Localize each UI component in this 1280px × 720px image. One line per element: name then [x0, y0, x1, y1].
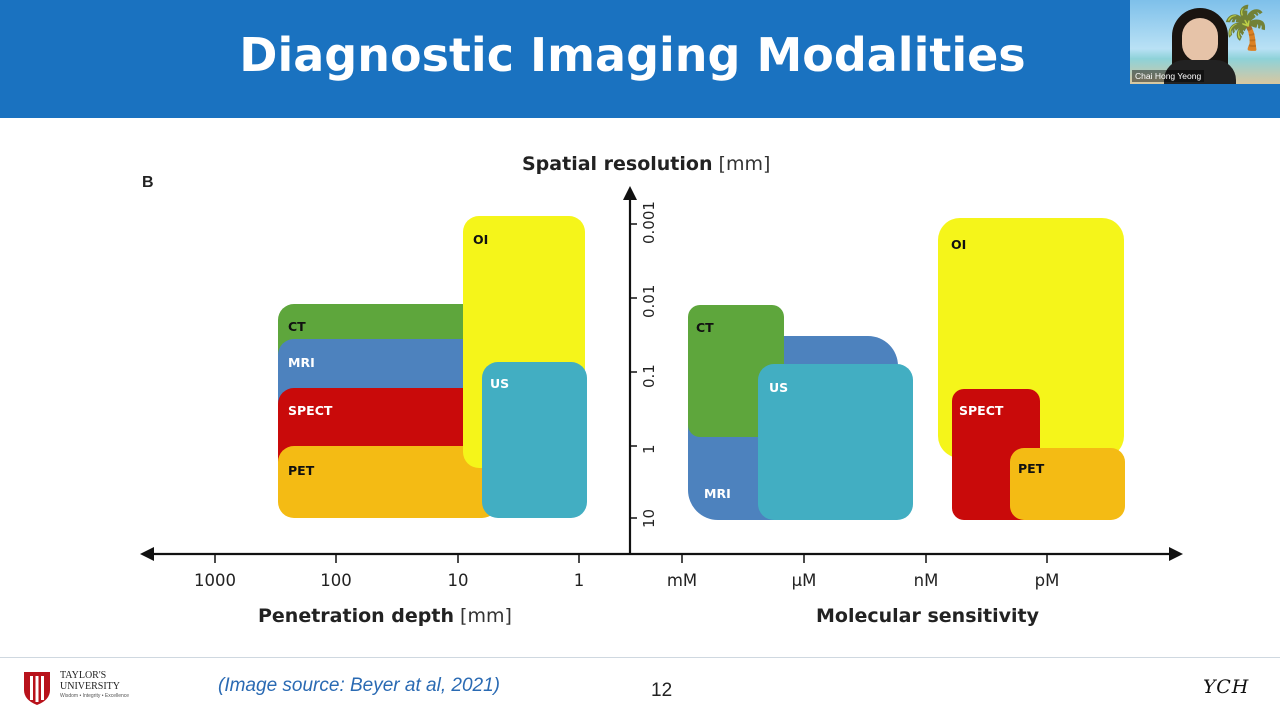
palm-tree-icon: 🌴 [1219, 4, 1272, 51]
right-pet-region [1010, 448, 1125, 520]
y-tick-label: 10 [640, 508, 658, 528]
y-tick-label: 1 [640, 444, 658, 454]
right-axis-title: Molecular sensitivity [816, 605, 1039, 627]
panel-letter: B [142, 174, 154, 191]
left-tick-label: 1000 [194, 571, 236, 590]
participant-face [1182, 18, 1218, 62]
right-oi-label: OI [951, 237, 967, 252]
left-oi-label: OI [473, 232, 489, 247]
left-ct-label: CT [288, 319, 306, 334]
right-tick-label: mM [666, 571, 698, 590]
logo-name: TAYLOR'S UNIVERSITY [60, 670, 120, 692]
right-us-label: US [769, 380, 789, 395]
y-tick-label: 0.01 [640, 284, 658, 318]
participant-body [1164, 60, 1236, 84]
y-tick-label: 0.001 [640, 201, 658, 244]
participant-video[interactable]: 🌴 Chai Hong Yeong [1130, 0, 1280, 84]
participant-name: Chai Hong Yeong [1132, 70, 1205, 82]
right-ct-label: CT [696, 320, 714, 335]
author-signature: YCH [1203, 676, 1250, 698]
footer-divider [0, 657, 1280, 658]
right-tick-label: nM [913, 571, 939, 590]
left-us-region [482, 362, 587, 518]
right-tick-label: pM [1034, 571, 1060, 590]
left-mri-label: MRI [288, 355, 315, 370]
left-pet-label: PET [288, 463, 315, 478]
left-pet-region [278, 446, 498, 518]
right-spect-label: SPECT [959, 403, 1004, 418]
left-spect-label: SPECT [288, 403, 333, 418]
logo-tagline: Wisdom • Integrity • Excellence [60, 693, 130, 699]
y-axis-title: Spatial resolution [mm] [522, 153, 771, 175]
up-arrow-icon [623, 186, 637, 200]
y-tick-label: 0.1 [640, 364, 658, 388]
right-mri-label: MRI [704, 486, 731, 501]
image-source-caption: (Image source: Beyer at al, 2021) [218, 675, 500, 696]
left-tick-label: 10 [447, 571, 469, 590]
left-arrow-icon [140, 547, 154, 561]
left-axis-title: Penetration depth [mm] [258, 605, 512, 627]
left-us-label: US [490, 376, 510, 391]
shield-logo-icon [24, 672, 50, 705]
right-arrow-icon [1169, 547, 1183, 561]
right-pet-label: PET [1018, 461, 1045, 476]
slide-title: Diagnostic Imaging Modalities [239, 28, 1026, 82]
page-number: 12 [651, 680, 673, 701]
right-us-region [758, 364, 913, 520]
left-tick-label: 100 [320, 571, 352, 590]
left-tick-label: 1 [573, 571, 585, 590]
title-bar [0, 0, 1280, 118]
right-tick-label: µM [791, 571, 817, 590]
